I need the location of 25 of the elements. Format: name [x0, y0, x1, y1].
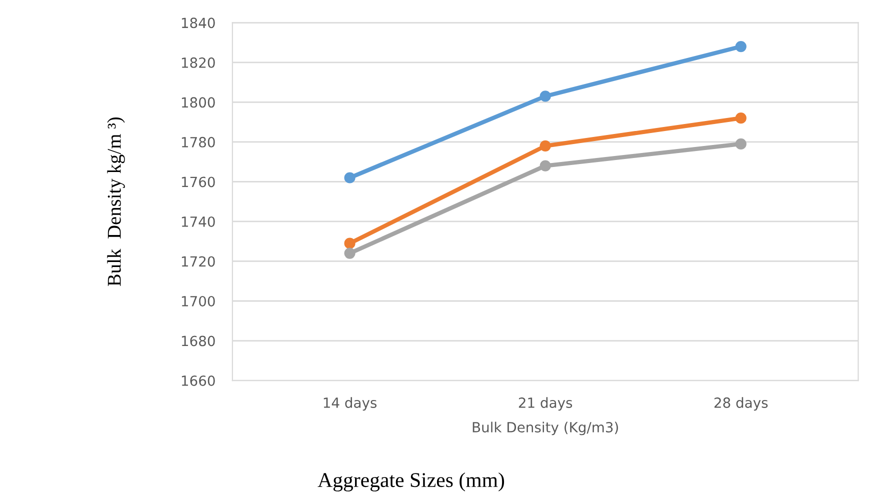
- point: [540, 140, 551, 152]
- point: [540, 90, 551, 102]
- point: [344, 238, 356, 249]
- y-axis-title: Bulk Density kg/m ³): [107, 117, 125, 286]
- x-tick-label: 28 days: [714, 397, 768, 411]
- x-tick-label: 21 days: [518, 397, 572, 411]
- y-tick-label: 1700: [182, 296, 215, 306]
- point: [735, 112, 746, 124]
- y-tick-label: 1680: [182, 336, 215, 346]
- y-tick-label: 1760: [182, 176, 215, 188]
- y-tick-label: 1660: [182, 375, 215, 386]
- text: Aggregate Sizes (mm): [318, 472, 504, 492]
- y-tick-label: 1800: [182, 97, 215, 108]
- y-tick-label: 1840: [182, 18, 215, 28]
- point: [540, 160, 551, 172]
- x-tick-label: 14 days: [324, 397, 377, 411]
- point: [735, 40, 746, 52]
- y-tick-label: 1740: [182, 216, 215, 227]
- y-tick-label: 1780: [182, 136, 215, 148]
- x-axis-title: Bulk Density (Kg/m3): [472, 422, 618, 436]
- point: [344, 248, 356, 259]
- y-tick-label: 1720: [182, 256, 215, 267]
- point: [344, 172, 356, 184]
- y-tick-label: 1820: [182, 57, 215, 68]
- point: [735, 138, 746, 150]
